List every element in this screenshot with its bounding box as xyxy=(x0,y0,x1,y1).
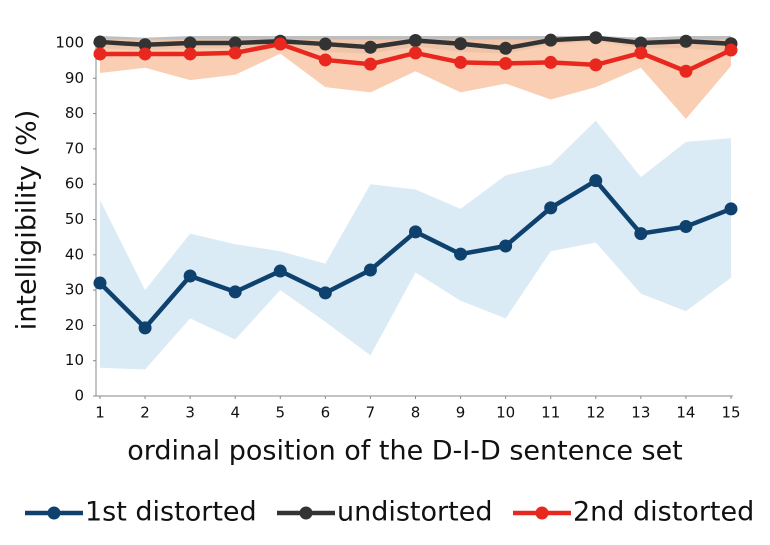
data-point xyxy=(318,37,332,51)
confidence-band xyxy=(100,120,731,370)
data-point xyxy=(228,285,242,299)
data-point xyxy=(454,55,468,69)
data-point xyxy=(544,33,558,47)
data-point xyxy=(409,225,422,239)
legend-marker xyxy=(535,506,549,520)
data-point xyxy=(634,46,648,60)
data-point xyxy=(138,47,152,61)
y-tick-label: 50 xyxy=(65,210,84,228)
data-point xyxy=(363,263,377,277)
x-tick-label: 13 xyxy=(631,404,650,422)
y-tick-label: 90 xyxy=(65,69,84,87)
x-tick-label: 1 xyxy=(95,404,105,422)
data-point xyxy=(93,35,107,49)
x-tick-label: 9 xyxy=(456,404,466,422)
data-point xyxy=(454,37,468,51)
x-tick-label: 2 xyxy=(140,404,150,422)
data-point xyxy=(679,34,693,48)
y-tick-label: 70 xyxy=(65,139,84,157)
data-point xyxy=(499,41,513,55)
x-tick-label: 10 xyxy=(496,404,515,422)
legend-label: 2nd distorted xyxy=(573,497,754,528)
legend-label: undistorted xyxy=(337,497,492,528)
x-tick-label: 7 xyxy=(366,404,376,422)
x-tick-label: 14 xyxy=(676,404,695,422)
data-point xyxy=(409,34,422,48)
legend-marker xyxy=(47,506,61,520)
x-axis-label: ordinal position of the D-I-D sentence s… xyxy=(127,436,683,467)
data-point xyxy=(138,321,152,335)
data-point xyxy=(499,239,513,253)
data-point xyxy=(318,286,332,300)
confidence-band xyxy=(100,39,731,119)
x-tick-label: 8 xyxy=(411,404,421,422)
y-tick-label: 100 xyxy=(55,34,84,52)
y-tick-label: 30 xyxy=(65,281,84,299)
y-tick-label: 80 xyxy=(65,104,84,122)
data-point xyxy=(183,269,197,283)
x-tick-label: 6 xyxy=(321,404,331,422)
data-point xyxy=(273,37,287,51)
x-tick-label: 12 xyxy=(586,404,605,422)
data-point xyxy=(679,64,693,78)
y-tick-label: 10 xyxy=(65,351,84,369)
data-point xyxy=(454,247,468,261)
data-point xyxy=(318,53,332,67)
data-point xyxy=(409,46,422,60)
y-tick-label: 0 xyxy=(74,387,84,405)
y-tick-label: 20 xyxy=(65,316,84,334)
data-point xyxy=(138,38,152,52)
data-point xyxy=(589,31,603,45)
data-point xyxy=(273,264,287,278)
x-tick-label: 4 xyxy=(230,404,240,422)
data-point xyxy=(724,43,738,57)
data-point xyxy=(363,57,377,71)
data-point xyxy=(363,40,377,54)
data-point xyxy=(93,47,107,61)
y-axis-label: intelligibility (%) xyxy=(12,110,43,330)
legend-marker xyxy=(299,506,313,520)
data-point xyxy=(93,276,107,290)
legend-label: 1st distorted xyxy=(85,497,257,528)
data-point xyxy=(228,36,242,50)
data-point xyxy=(634,36,648,50)
data-point xyxy=(183,36,197,50)
data-point xyxy=(544,201,558,215)
data-point xyxy=(634,227,648,241)
x-tick-label: 11 xyxy=(541,404,560,422)
x-tick-label: 3 xyxy=(185,404,195,422)
data-point xyxy=(589,174,603,188)
data-point xyxy=(679,220,693,234)
x-tick-label: 15 xyxy=(721,404,740,422)
data-point xyxy=(544,55,558,69)
data-point xyxy=(589,58,603,72)
y-tick-label: 60 xyxy=(65,175,84,193)
data-point xyxy=(183,47,197,61)
data-point xyxy=(724,202,738,216)
y-tick-label: 40 xyxy=(65,245,84,263)
data-point xyxy=(499,56,513,70)
x-tick-label: 5 xyxy=(276,404,286,422)
data-point xyxy=(228,46,242,60)
